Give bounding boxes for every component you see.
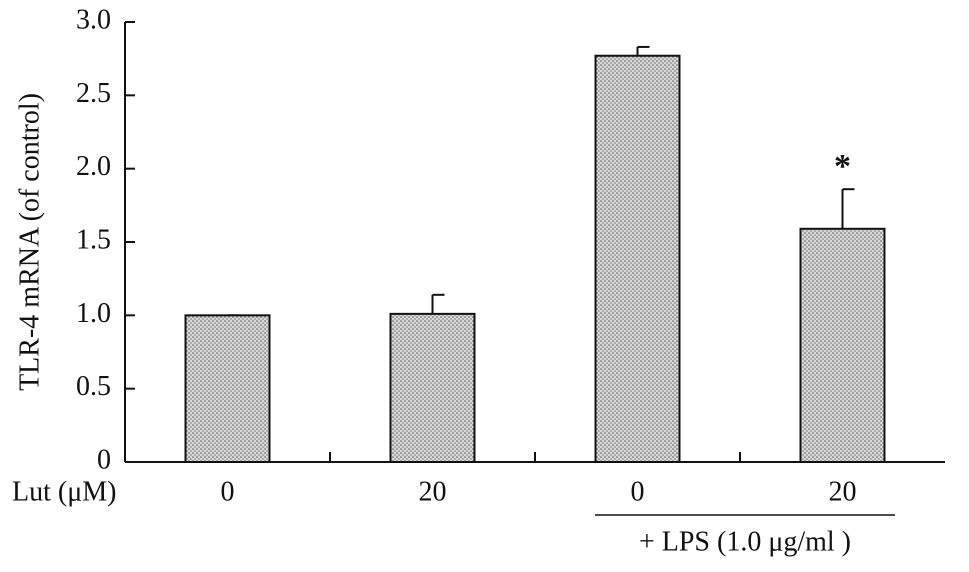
annotation: * [834,148,851,185]
bar [594,54,681,463]
bar [184,314,271,464]
y-tick-label: 0.5 [76,371,111,402]
x-tick-label: 20 [829,476,857,507]
group-label: + LPS (1.0 μg/ml ) [639,526,851,557]
y-tick-label: 2.0 [76,151,111,182]
y-axis-label: TLR-4 mRNA (of control) [14,93,45,391]
x-tick-label: 0 [221,476,235,507]
bar [799,227,886,463]
y-tick-label: 0 [97,444,111,475]
bar [389,312,476,463]
y-tick-label: 1.0 [76,298,111,329]
y-tick-label: 3.0 [76,4,111,35]
x-tick-label: 0 [631,476,645,507]
x-axis-label: Lut (μM) [12,476,116,507]
y-tick-label: 2.5 [76,78,111,109]
x-tick-label: 20 [419,476,447,507]
y-tick-label: 1.5 [76,224,111,255]
